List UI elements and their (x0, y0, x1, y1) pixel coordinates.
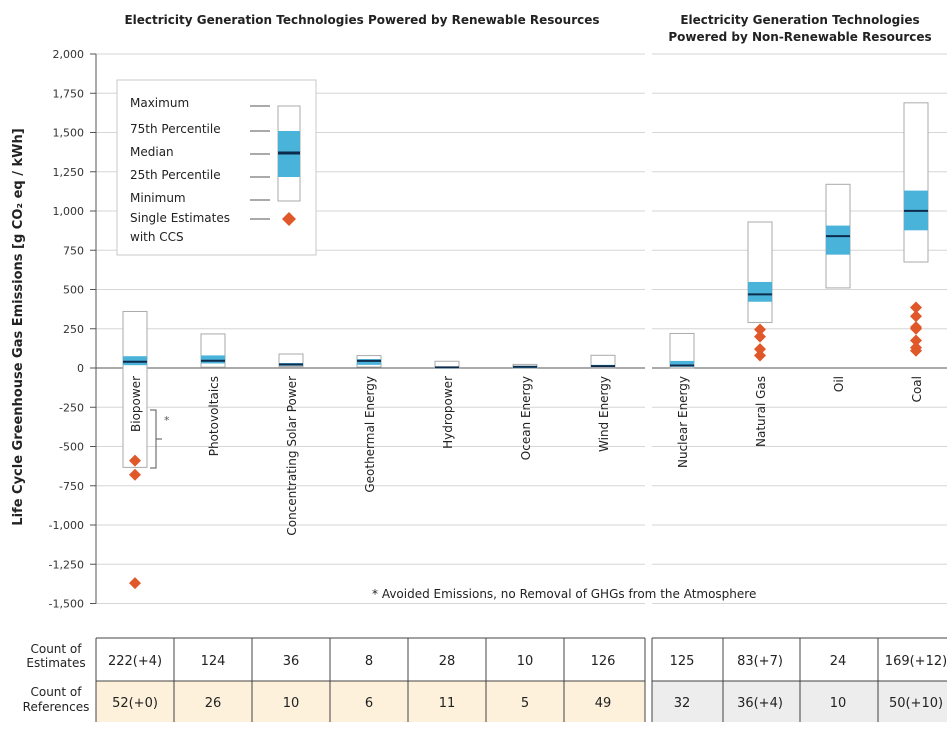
reference-cell: 52(+0) (112, 696, 158, 711)
estimate-cell: 24 (830, 654, 847, 669)
category-labels: Biopower Photovoltaics Concentrating Solar… (129, 376, 924, 536)
header-nonrenewable-line1: Electricity Generation Technologies (680, 13, 919, 27)
ccs-point (754, 323, 766, 336)
bracket-asterisk: * (164, 414, 170, 427)
ccs-point (129, 454, 141, 467)
reference-cell: 32 (674, 696, 691, 711)
y-tick-label: 500 (63, 284, 84, 297)
category-label: Concentrating Solar Power (285, 376, 299, 536)
box-range (590, 354, 616, 369)
legend-max-label: Maximum (130, 96, 189, 110)
ccs-point (129, 577, 141, 590)
ccs-point (754, 330, 766, 343)
table-row-label: Count of (30, 642, 82, 656)
ccs-point (910, 344, 922, 357)
box-plots (122, 102, 929, 590)
ref-row-bg-renewable (96, 681, 645, 722)
category-label: Geothermal Energy (363, 376, 377, 493)
reference-cell: 6 (365, 696, 373, 711)
legend-median-label: Median (130, 145, 174, 159)
y-tick-label: 2,000 (53, 48, 85, 61)
table-row-label: Count of (30, 685, 82, 699)
y-axis-label: Life Cycle Greenhouse Gas Emissions [g C… (11, 128, 26, 525)
ccs-point (910, 301, 922, 314)
ccs-point (754, 349, 766, 362)
estimate-cell: 36 (283, 654, 300, 669)
ccs-point (754, 343, 766, 356)
box-iqr (357, 359, 381, 365)
estimate-cell: 126 (591, 654, 616, 669)
box-range (122, 310, 148, 468)
reference-cell: 36(+4) (737, 696, 783, 711)
legend-min-label: Minimum (130, 191, 186, 205)
y-tick-label: 750 (63, 244, 84, 257)
table-row-label: References (23, 700, 90, 714)
category-label: Coal (910, 376, 924, 402)
y-tick-label: -750 (59, 480, 84, 493)
box-iqr (201, 355, 225, 364)
header-nonrenewable-line2: Powered by Non-Renewable Resources (668, 30, 931, 44)
reference-cell: 10 (283, 696, 300, 711)
category-label: Biopower (129, 376, 143, 432)
category-label: Hydropower (441, 376, 455, 449)
biopower-bracket (150, 409, 162, 469)
reference-cell: 49 (595, 696, 612, 711)
y-tick-label: 1,750 (53, 87, 85, 100)
header-renewable: Electricity Generation Technologies Powe… (124, 13, 599, 27)
legend-single-label-1: Single Estimates (130, 211, 230, 225)
reference-cell: 26 (205, 696, 222, 711)
ccs-point (910, 334, 922, 347)
reference-cell: 5 (521, 696, 529, 711)
ccs-point (910, 310, 922, 323)
estimate-cell: 222(+4) (108, 654, 162, 669)
legend-ccs-diamond (282, 212, 296, 226)
box-iqr (748, 281, 772, 302)
y-tick-label: 250 (63, 323, 84, 336)
category-label: Nuclear Energy (676, 376, 690, 468)
y-tick-label: 1,000 (53, 205, 85, 218)
box-iqr (123, 356, 147, 366)
reference-cell: 10 (830, 696, 847, 711)
estimate-cell: 169(+12) (885, 654, 947, 669)
category-label: Wind Energy (597, 376, 611, 452)
box-iqr (826, 225, 850, 255)
estimate-cell: 10 (517, 654, 534, 669)
y-tick-label: -250 (59, 401, 84, 414)
box-range (747, 221, 773, 323)
legend-single-label-2: with CCS (130, 230, 184, 244)
legend-p25-label: 25th Percentile (130, 168, 221, 182)
legend-p75-label: 75th Percentile (130, 122, 221, 136)
table-row-label: Estimates (26, 656, 85, 670)
y-tick-label: 1,500 (53, 127, 85, 140)
y-tick-label: 0 (77, 362, 84, 375)
y-tick-label: -1,000 (49, 519, 84, 532)
estimate-cell: 28 (439, 654, 456, 669)
category-label: Ocean Energy (519, 376, 533, 460)
ccs-point (129, 468, 141, 481)
category-label: Photovoltaics (207, 376, 221, 456)
estimate-cell: 83(+7) (737, 654, 783, 669)
reference-cell: 11 (439, 696, 456, 711)
box-iqr (670, 360, 694, 367)
y-tick-label: -500 (59, 441, 84, 454)
annotation: * Avoided Emissions, no Removal of GHGs … (372, 587, 756, 601)
reference-cell: 50(+10) (889, 696, 943, 711)
y-axis-ticks: 2,000 1,750 1,500 1,250 1,000 750 500 250 0 -250 -… (49, 48, 96, 611)
legend: Maximum 75th Percentile Median 25th Perc… (116, 79, 317, 256)
estimate-cell: 8 (365, 654, 373, 669)
y-tick-label: 1,250 (53, 166, 85, 179)
y-tick-label: -1,250 (49, 558, 84, 571)
box-range (903, 102, 929, 263)
ccs-point (910, 322, 922, 335)
estimate-cell: 124 (201, 654, 226, 669)
y-tick-label: -1,500 (49, 598, 84, 611)
category-label: Natural Gas (754, 376, 768, 447)
estimate-cell: 125 (670, 654, 695, 669)
category-label: Oil (832, 376, 846, 392)
